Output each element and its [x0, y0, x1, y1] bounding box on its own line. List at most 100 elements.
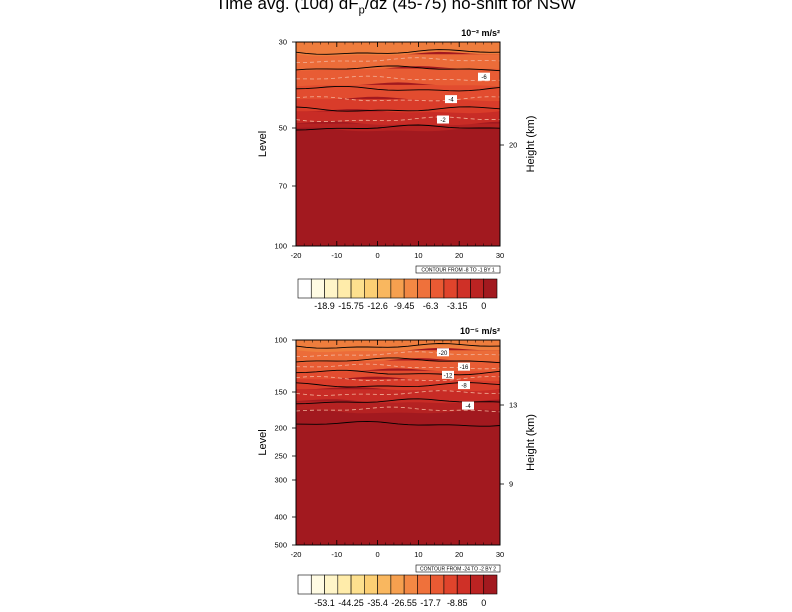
- contour-fill-band: [296, 378, 500, 392]
- colorbar-box: [470, 278, 485, 299]
- x-tick-label: 20: [455, 550, 463, 559]
- contour-line: [295, 57, 501, 63]
- colorbar-label: -53.1: [314, 598, 335, 608]
- contour-label-box: [458, 362, 470, 371]
- contour-line: [295, 75, 501, 82]
- colorbar-box: [364, 574, 378, 595]
- y-tick-label: 100: [274, 336, 287, 345]
- contour-info-text: CONTOUR FROM -8 TO -1 BY 1: [421, 268, 494, 274]
- y-tick-label: 400: [274, 513, 287, 522]
- x-tick-label: -20: [291, 251, 302, 260]
- x-tick-label: -10: [331, 550, 342, 559]
- contour-fill-band: [296, 340, 500, 353]
- x-tick-label: 10: [414, 550, 422, 559]
- colorbar-label: 0: [481, 598, 486, 608]
- plot-frame: [295, 41, 501, 247]
- colorbar-box: [310, 574, 325, 595]
- units-label: 10⁻⁵ m/s²: [460, 326, 500, 336]
- colorbar-box: [297, 574, 312, 595]
- contour-line: [295, 390, 501, 396]
- contour-label: -20: [439, 351, 448, 357]
- contour-label-box: [478, 72, 490, 81]
- colorbar-box: [483, 278, 498, 299]
- contour-fill-band: [296, 68, 500, 87]
- colorbar-box: [310, 278, 325, 299]
- contour-label: -12: [444, 373, 453, 379]
- colorbar-box: [417, 574, 431, 595]
- right-y-tick-label: 13: [509, 401, 517, 410]
- y-tick-label: 70: [279, 182, 287, 191]
- right-y-tick-label: 9: [509, 480, 513, 489]
- y-tick-label: 300: [274, 476, 287, 485]
- contour-label: -4: [448, 98, 454, 104]
- y-tick-label: 30: [279, 38, 287, 47]
- contour-info-box: [415, 265, 501, 274]
- colorbar-box: [390, 278, 405, 299]
- colorbar-label: -44.25: [338, 598, 364, 608]
- contour-fill-band: [296, 389, 500, 404]
- contour-label: -2: [440, 118, 446, 124]
- contour-info-text: CONTOUR FROM -24 TO -2 BY 2: [420, 567, 496, 573]
- x-tick-label: 0: [376, 251, 380, 260]
- colorbar-box: [324, 574, 339, 595]
- y-axis-title: Level: [257, 131, 269, 157]
- x-tick-label: 0: [376, 550, 380, 559]
- y-tick-label: 500: [274, 541, 287, 550]
- x-tick-label: 10: [414, 251, 422, 260]
- contour-line: [295, 85, 501, 92]
- contour-line: [295, 351, 501, 357]
- colorbar-label: -6.3: [423, 301, 439, 311]
- contour-label: -16: [460, 365, 469, 371]
- contour-line: [295, 343, 501, 349]
- contour-line: [295, 106, 501, 112]
- y-tick-label: 100: [274, 242, 287, 251]
- colorbar-box: [377, 574, 392, 595]
- colorbar-box: [350, 574, 365, 595]
- colorbar-box: [443, 574, 458, 595]
- panel-bottom: -20 -16 -12 -8 -4 -20 -10 0 10 20 30 100 150 200 250 30…: [257, 326, 537, 608]
- contour-fill-band: [296, 42, 500, 57]
- contour-fill-band: [296, 54, 500, 71]
- colorbar-label: -26.55: [391, 598, 417, 608]
- contour-line: [295, 406, 501, 413]
- colorbar-box: [364, 278, 378, 299]
- colorbar-box: [430, 278, 445, 299]
- colorbar-label: -15.75: [338, 301, 364, 311]
- contour-line: [295, 65, 501, 72]
- x-tick-label: -10: [331, 251, 342, 260]
- colorbar-box: [337, 574, 352, 595]
- contour-line: [295, 369, 501, 376]
- contour-line: [295, 116, 501, 123]
- colorbar-label: -18.9: [314, 301, 335, 311]
- contour-line: [295, 376, 501, 382]
- colorbar-box: [377, 278, 392, 299]
- colorbar-box: [350, 278, 365, 299]
- x-tick-label: 20: [455, 251, 463, 260]
- colorbar-box: [430, 574, 445, 595]
- contour-label: -8: [461, 384, 467, 390]
- x-tick-label: 30: [496, 550, 504, 559]
- contour-label-box: [462, 401, 474, 410]
- contour-line: [295, 49, 501, 55]
- x-tick-label: 30: [496, 251, 504, 260]
- contour-label: -6: [481, 75, 487, 81]
- contour-label-box: [437, 115, 449, 124]
- colorbar-label: -17.7: [420, 598, 441, 608]
- colorbar-box: [403, 278, 418, 299]
- contour-line: [295, 357, 501, 364]
- contour-label-box: [445, 95, 457, 104]
- colorbar-box: [417, 278, 431, 299]
- colorbar-box: [470, 574, 485, 595]
- colorbar-label: -35.4: [367, 598, 388, 608]
- contour-fill-band: [296, 123, 500, 132]
- figure-title: Time avg. (10d) dFp/dz (45-75) no-shift …: [215, 0, 577, 17]
- contour-fill-band: [296, 360, 500, 373]
- units-label: 10⁻² m/s²: [461, 28, 500, 38]
- colorbar-label: -8.85: [447, 598, 468, 608]
- y-tick-label: 250: [274, 452, 287, 461]
- colorbar-label: -9.45: [394, 301, 415, 311]
- contour-label-box: [437, 348, 449, 357]
- colorbar-box: [483, 574, 498, 595]
- colorbar-label: 0: [481, 301, 486, 311]
